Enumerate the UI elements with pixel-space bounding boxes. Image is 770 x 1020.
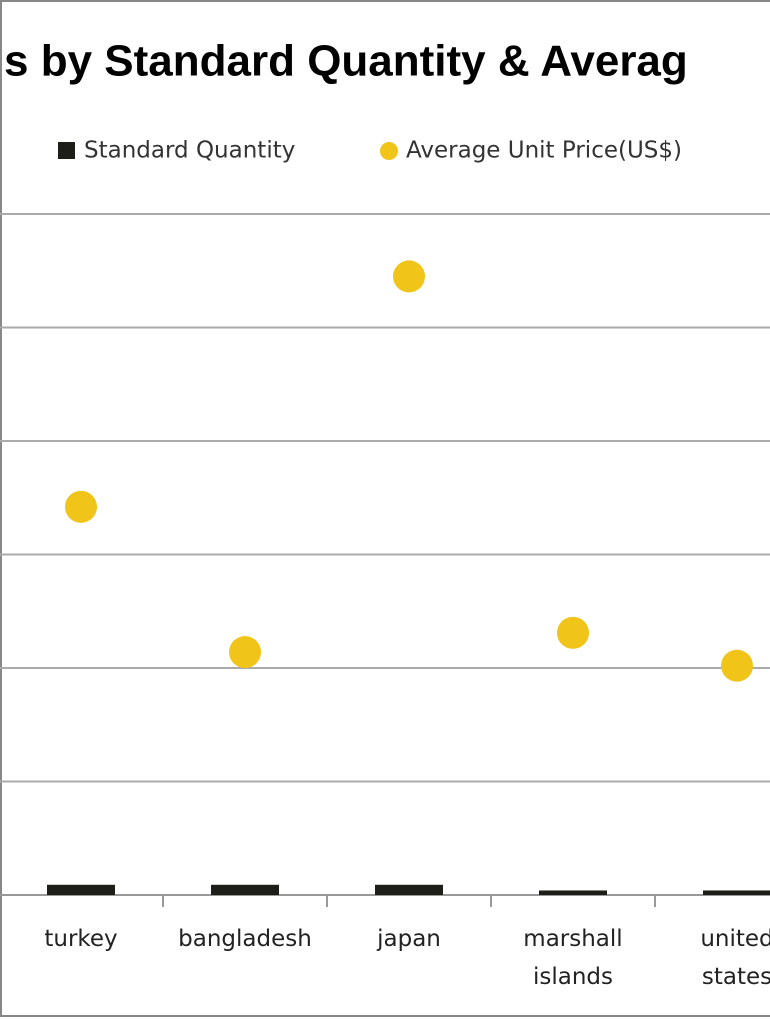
point <box>721 649 753 682</box>
x-tick-label: turkey <box>44 926 118 952</box>
x-tick-label: bangladesh <box>178 926 312 952</box>
bar <box>375 884 443 895</box>
point <box>557 616 589 649</box>
point <box>229 636 261 669</box>
chart-title: s by Standard Quantity & Averag <box>4 37 688 86</box>
legend-swatch <box>58 142 75 159</box>
bar <box>703 890 770 895</box>
bar <box>211 884 279 895</box>
x-tick-label: japan <box>377 926 441 952</box>
bar <box>539 890 607 895</box>
x-tick-label: united states <box>700 926 770 990</box>
legend-label: Standard Quantity <box>84 138 295 164</box>
legend-swatch <box>380 142 398 160</box>
legend-label: Average Unit Price(US$) <box>406 138 682 164</box>
point <box>65 490 97 523</box>
x-tick-label: marshall islands <box>523 926 623 990</box>
bar <box>47 884 115 895</box>
point <box>393 260 425 293</box>
